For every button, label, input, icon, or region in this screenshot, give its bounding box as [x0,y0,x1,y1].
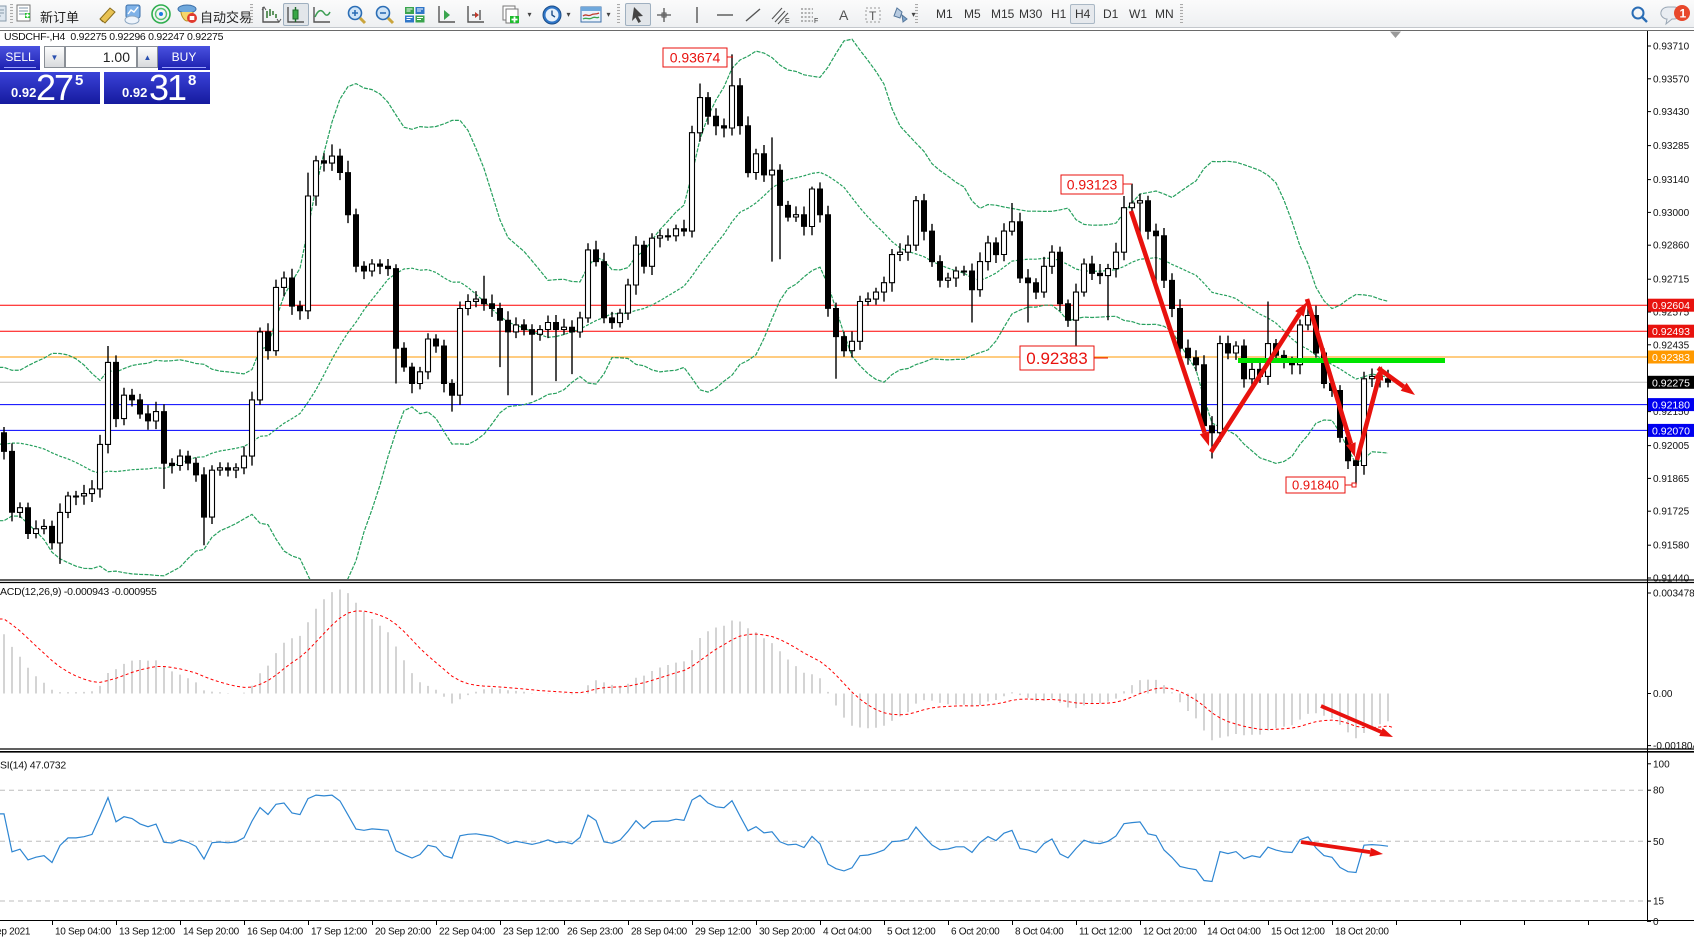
svg-text:10 Sep 04:00: 10 Sep 04:00 [55,927,112,938]
svg-text:6 Oct 20:00: 6 Oct 20:00 [951,927,1000,938]
svg-text:28 Sep 04:00: 28 Sep 04:00 [631,927,688,938]
svg-text:0.93123: 0.93123 [1067,177,1118,193]
svg-text:E: E [785,18,790,25]
svg-text:0.91440: 0.91440 [1653,574,1690,585]
svg-text:26 Sep 23:00: 26 Sep 23:00 [567,927,624,938]
svg-text:9 Sep 2021: 9 Sep 2021 [0,927,31,938]
svg-text:8 Oct 04:00: 8 Oct 04:00 [1015,927,1064,938]
svg-text:0.92604: 0.92604 [1652,300,1690,312]
svg-text:29 Sep 12:00: 29 Sep 12:00 [695,927,752,938]
svg-text:0.92150: 0.92150 [1653,407,1690,418]
svg-text:22 Sep 04:00: 22 Sep 04:00 [439,927,496,938]
svg-text:0: 0 [1653,917,1659,928]
svg-text:0.92275: 0.92275 [1652,377,1690,389]
svg-text:0.93285: 0.93285 [1653,141,1690,152]
svg-text:16 Sep 04:00: 16 Sep 04:00 [247,927,304,938]
svg-text:USDCHF-,H4 0.92275 0.92296 0.: USDCHF-,H4 0.92275 0.92296 0.92247 0.922… [4,31,224,43]
svg-text:0.003478: 0.003478 [1653,589,1694,600]
svg-text:0.92070: 0.92070 [1652,425,1690,437]
svg-text:-0.001804: -0.001804 [1653,741,1694,752]
svg-text:12 Oct 20:00: 12 Oct 20:00 [1143,927,1197,938]
svg-text:0.91865: 0.91865 [1653,474,1690,485]
svg-text:SI(14) 47.0732: SI(14) 47.0732 [0,760,66,772]
svg-text:0.91725: 0.91725 [1653,507,1690,518]
svg-text:13 Sep 12:00: 13 Sep 12:00 [119,927,176,938]
svg-text:0.93570: 0.93570 [1653,74,1690,85]
svg-text:0.92383: 0.92383 [1652,352,1690,364]
svg-text:80: 80 [1653,786,1665,797]
svg-text:0.92435: 0.92435 [1653,340,1690,351]
svg-text:0.92383: 0.92383 [1026,349,1087,368]
svg-text:20 Sep 20:00: 20 Sep 20:00 [375,927,432,938]
svg-text:0.91840: 0.91840 [1292,478,1339,493]
svg-text:100: 100 [1653,759,1670,770]
svg-text:15: 15 [1653,897,1665,908]
svg-text:F: F [814,18,818,25]
svg-text:23 Sep 12:00: 23 Sep 12:00 [503,927,560,938]
svg-text:5 Oct 12:00: 5 Oct 12:00 [887,927,936,938]
svg-text:0.92715: 0.92715 [1653,275,1690,286]
svg-text:50: 50 [1653,837,1665,848]
svg-text:30 Sep 20:00: 30 Sep 20:00 [759,927,816,938]
svg-text:0.93000: 0.93000 [1653,208,1690,219]
svg-text:11 Oct 12:00: 11 Oct 12:00 [1079,927,1133,938]
svg-text:T: T [869,9,877,23]
svg-text:0.92005: 0.92005 [1653,441,1690,452]
svg-text:0.92180: 0.92180 [1652,400,1690,412]
svg-text:0.93140: 0.93140 [1653,175,1690,186]
svg-text:ACD(12,26,9) -0.000943 -0.0009: ACD(12,26,9) -0.000943 -0.000955 [0,586,157,598]
svg-text:0.92493: 0.92493 [1652,326,1690,338]
svg-text:4 Oct 04:00: 4 Oct 04:00 [823,927,872,938]
svg-text:0.93710: 0.93710 [1653,42,1690,53]
svg-text:0.93674: 0.93674 [670,50,721,66]
svg-text:0.00: 0.00 [1653,689,1673,700]
svg-text:0.92575: 0.92575 [1653,308,1690,319]
svg-text:A: A [839,7,849,23]
svg-text:17 Sep 12:00: 17 Sep 12:00 [311,927,368,938]
svg-text:18 Oct 20:00: 18 Oct 20:00 [1335,927,1389,938]
svg-text:1: 1 [1680,7,1687,21]
svg-text:0.91580: 0.91580 [1653,541,1690,552]
svg-text:0.92860: 0.92860 [1653,241,1690,252]
svg-text:15 Oct 12:00: 15 Oct 12:00 [1271,927,1325,938]
svg-text:0.93430: 0.93430 [1653,107,1690,118]
svg-text:14 Sep 20:00: 14 Sep 20:00 [183,927,240,938]
svg-text:14 Oct 04:00: 14 Oct 04:00 [1207,927,1261,938]
